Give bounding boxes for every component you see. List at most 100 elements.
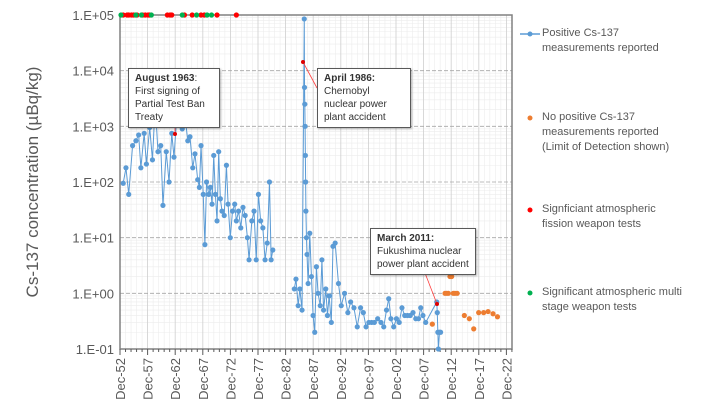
fission-test-point [189,12,195,18]
positive-measurement-point [264,240,270,246]
dot-icon [527,207,533,213]
x-tick-label: Dec-02 [389,358,404,400]
positive-measurement-point [326,293,332,299]
positive-measurement-point [315,290,321,296]
x-tick-label: Dec-22 [499,358,514,400]
multistage-test-point [118,12,124,18]
multistage-test-point [148,12,154,18]
x-tick-label: Dec-12 [444,358,459,400]
positive-measurement-point [270,247,276,253]
positive-measurement-point [335,280,342,287]
positive-measurement-point [141,130,147,136]
positive-measurement-point [375,316,381,322]
positive-measurement-point [303,208,309,214]
positive-measurement-point [227,235,233,241]
multistage-test-point [208,12,215,18]
positive-measurement-point [235,208,242,214]
positive-measurement-point [187,134,193,140]
positive-measurement-point [438,329,444,335]
multistage-test-point [133,12,139,18]
y-tick-label: 1.E+05 [72,8,114,23]
positive-measurement-point [357,305,364,311]
positive-measurement-point [310,312,316,319]
positive-measurement-point [225,201,231,207]
lod-point [471,326,477,332]
positive-measurement-point [345,310,351,316]
multistage-test-point [204,12,210,18]
lod-point [454,290,460,296]
positive-measurement-point [420,312,426,319]
positive-measurement-point [242,212,248,219]
dot-icon [527,115,533,121]
annotation-august-1963: August 1963: First signing of Partial Te… [128,68,220,128]
positive-measurement-point [120,180,126,186]
lod-point [429,321,435,327]
positive-measurement-point [341,290,348,296]
positive-measurement-point [246,257,252,263]
line-marker-icon [520,31,540,37]
positive-measurement-point [190,165,196,171]
x-tick-label: Dec-87 [306,358,321,400]
positive-measurement-point [302,152,308,159]
annotation-arrow [302,61,318,89]
positive-measurement-point [418,305,424,311]
positive-measurement-point [223,162,230,168]
positive-measurement-point [196,184,202,190]
positive-measurement-point [200,191,206,197]
positive-measurement-point [332,240,338,246]
positive-measurement-point [185,138,191,144]
positive-measurement-point [244,235,251,241]
positive-measurement-point [305,280,311,287]
positive-measurement-point [149,157,156,163]
lod-point [494,314,501,320]
x-tick-label: Dec-17 [472,358,487,400]
annotation-april-1986: April 1986: Chernobyl nuclear power plant… [317,68,411,128]
positive-measurement-point [363,324,369,330]
lod-point [481,310,487,316]
positive-measurement-point [255,191,262,197]
positive-measurement-point [232,201,238,207]
x-tick-label: Dec-77 [251,358,266,400]
x-tick-label: Dec-92 [334,358,349,400]
positive-measurement-point [166,179,172,185]
positive-measurement-point [319,257,325,263]
positive-measurement-point [219,208,225,214]
positive-measurement-point [253,257,259,263]
positive-measurement-point [206,191,212,197]
positive-measurement-point [158,143,164,149]
positive-measurement-point [386,296,392,302]
positive-measurement-point [354,324,360,330]
positive-measurement-point [123,165,129,171]
positive-measurement-point [291,286,297,292]
positive-measurement-point [396,319,402,326]
positive-measurement-point [423,319,429,326]
positive-measurement-point [240,204,246,210]
positive-measurement-point [381,324,387,330]
positive-measurement-point [391,324,397,330]
x-tick-label: Dec-67 [196,358,211,400]
positive-measurement-point [133,138,139,144]
positive-measurement-point [323,286,329,292]
positive-measurement-point [249,218,255,224]
positive-measurement-point [214,218,220,224]
x-tick-label: Dec-82 [279,358,294,400]
positive-measurement-point [211,152,217,159]
positive-measurement-point [203,179,210,185]
multistage-test-point [194,12,200,18]
positive-measurement-point [351,305,357,311]
positive-measurement-point [138,165,144,171]
positive-measurement-point [301,16,307,22]
annotation-march-2011: March 2011: Fukushima nuclear power plant… [370,228,476,275]
x-tick-label: Dec-97 [361,358,376,400]
positive-measurement-point [268,257,274,263]
positive-measurement-point [238,225,244,231]
plot-border [119,14,513,350]
positive-measurement-point [360,310,366,316]
positive-measurement-point [312,329,318,335]
positive-measurement-point [251,208,257,214]
annotation-arrow-head [173,132,177,136]
positive-measurement-point [163,149,169,155]
annotation-text: : First signing of Partial Test Ban Trea… [135,73,205,123]
lod-point [461,312,467,319]
